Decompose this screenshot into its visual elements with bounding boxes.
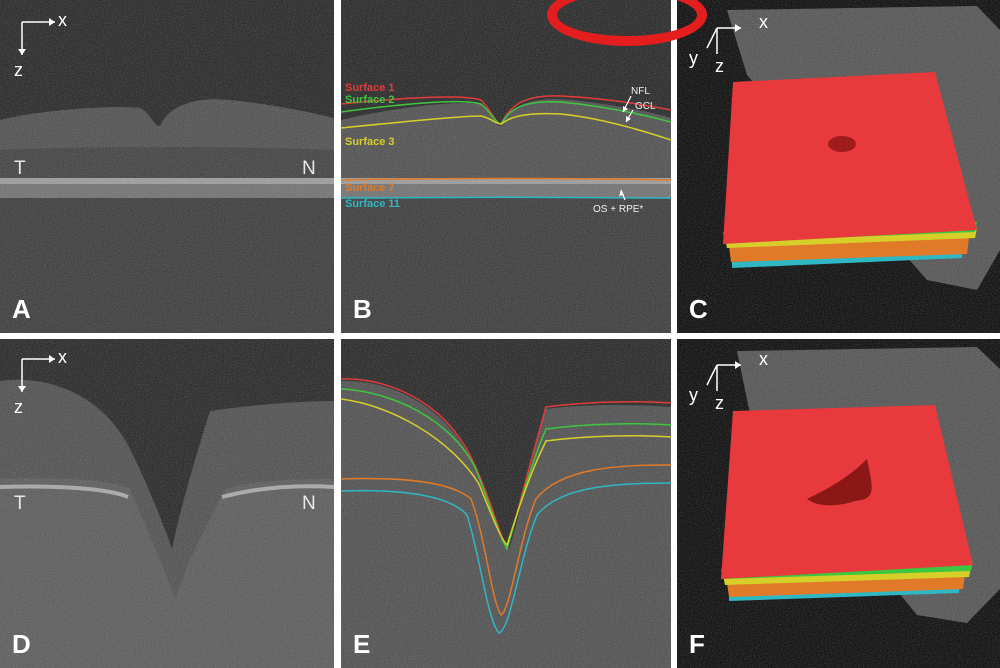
panel-letter-a: A [12, 294, 31, 324]
surface-3-line [341, 398, 671, 547]
oct-scan-e [341, 339, 671, 668]
nasal-label: N [302, 158, 316, 179]
surface-11-line [341, 482, 671, 634]
surface-3d-render-f [677, 339, 1000, 668]
surface-3d-render-c [677, 0, 1000, 333]
axis-z-label: z [715, 56, 724, 76]
axis-x-label: x [58, 10, 67, 30]
axis-arrows [18, 355, 55, 392]
panel-letter-f: F [689, 629, 705, 659]
surface-7-line [341, 464, 671, 617]
temporal-label: T [14, 493, 26, 514]
highlight-circle-marker [547, 0, 707, 46]
panel-letter-c: C [689, 294, 708, 324]
axis-z-label: z [715, 393, 724, 413]
nfl-label: NFL [631, 86, 650, 97]
axis-x-label: x [759, 349, 768, 369]
axis-y-label: y [689, 385, 698, 405]
surface-3-line [341, 112, 671, 141]
panel-c: x y z C [677, 0, 1000, 333]
panel-e: E [341, 339, 671, 668]
axis-y-label: y [689, 48, 698, 68]
surface-2-line [341, 388, 671, 551]
surface-7-line [341, 177, 671, 181]
gcl-label: GCL [635, 101, 656, 112]
panel-a: x z T N A [0, 0, 334, 333]
oct-scan-a [0, 0, 334, 333]
axis-z-label: z [14, 60, 23, 80]
surface-11-line [341, 196, 671, 199]
os-rpe-label: OS + RPE* [593, 204, 644, 215]
surface-2-label: Surface 2 [345, 94, 395, 106]
panel-b: Surface 1 Surface 2 Surface 3 Surface 7 … [341, 0, 671, 333]
panel-letter-e: E [353, 629, 371, 659]
surface-7-label: Surface 7 [345, 182, 395, 194]
axis-arrows-3d [706, 24, 741, 54]
surface-1-label: Surface 1 [345, 82, 395, 94]
axis-x-label: x [759, 12, 768, 32]
nasal-label: N [302, 493, 316, 514]
axis-arrows [18, 18, 55, 55]
surface-3-label: Surface 3 [345, 136, 395, 148]
axis-z-label: z [14, 397, 23, 417]
surface-11-label: Surface 11 [345, 198, 401, 210]
axis-arrows-3d [706, 361, 741, 391]
temporal-label: T [14, 158, 26, 179]
panel-d: x z T N D [0, 339, 334, 668]
axis-x-label: x [58, 347, 67, 367]
panel-letter-d: D [12, 629, 31, 659]
panel-f: x y z F [677, 339, 1000, 668]
panel-letter-b: B [353, 294, 372, 324]
oct-scan-d [0, 339, 334, 668]
oct-scan-b [341, 0, 671, 333]
